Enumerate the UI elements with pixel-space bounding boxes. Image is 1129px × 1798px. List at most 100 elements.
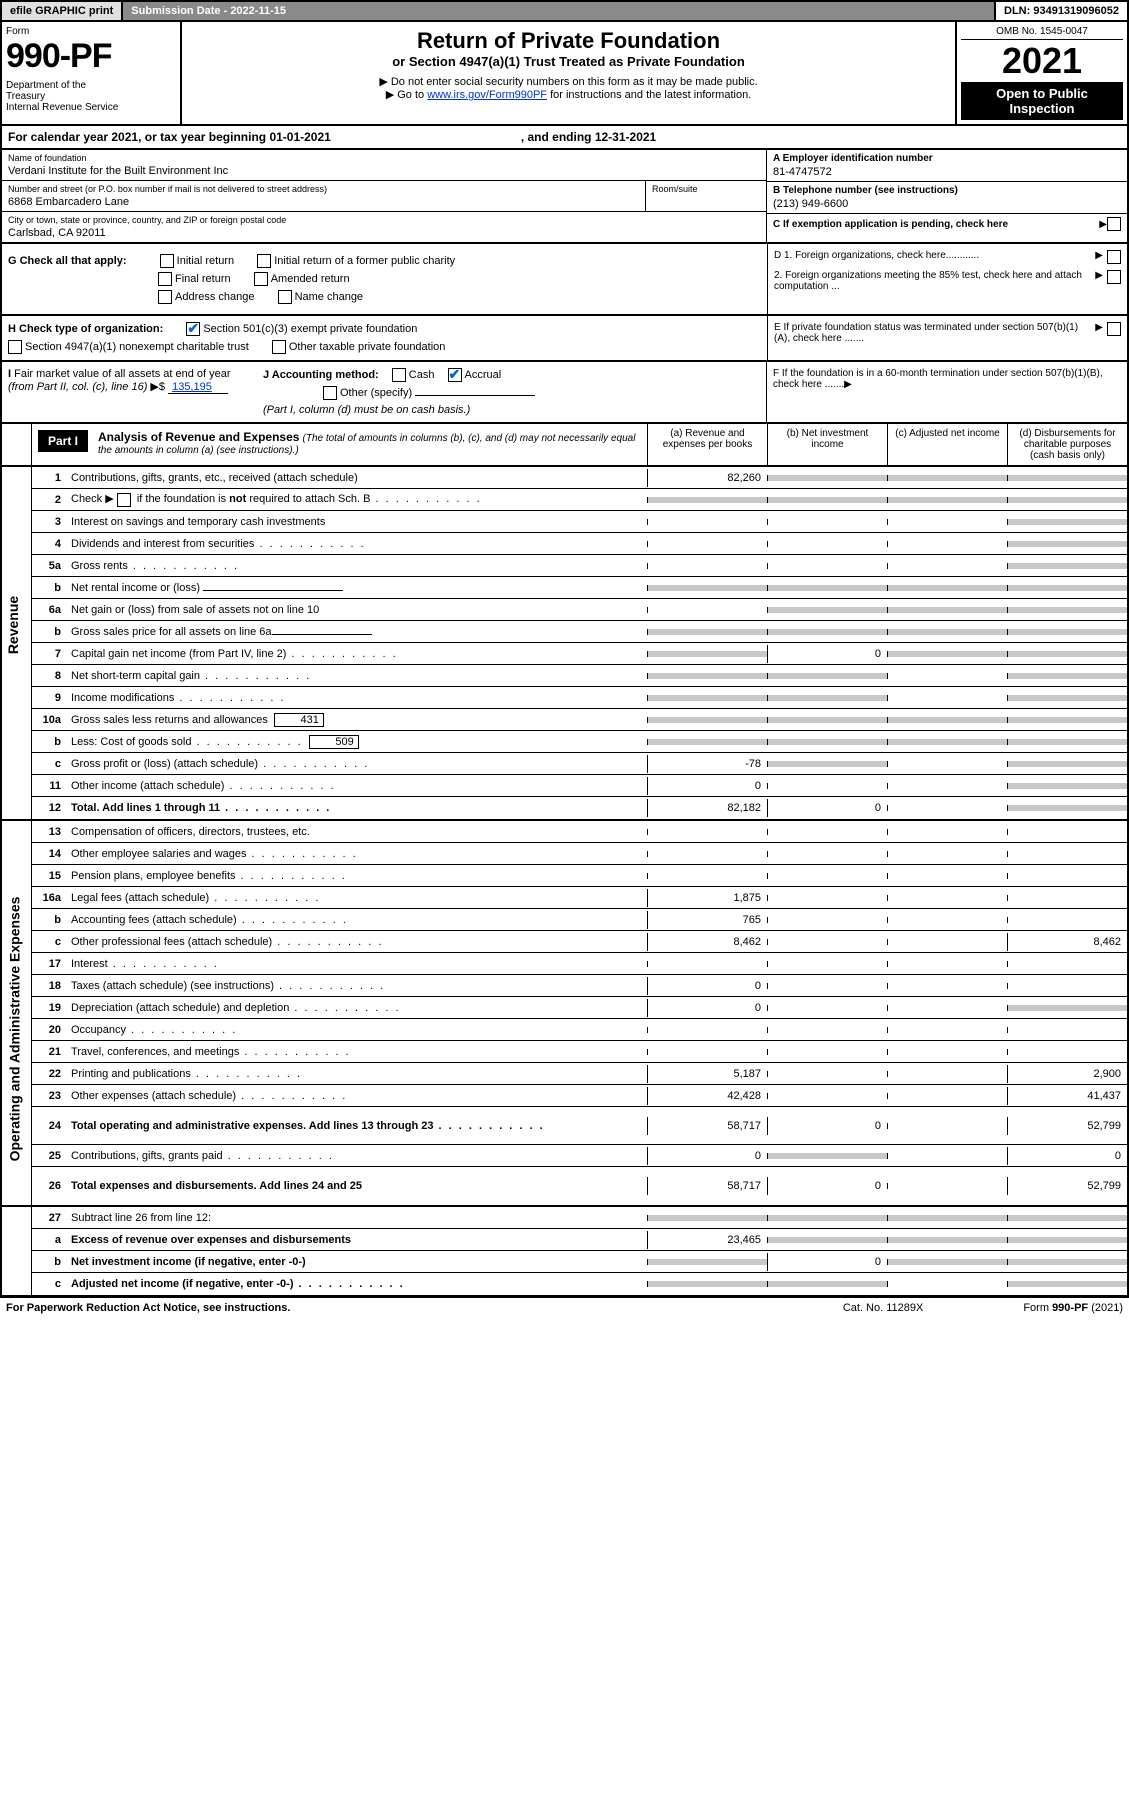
- submission-date: Submission Date - 2022-11-15: [123, 2, 996, 20]
- telephone: (213) 949-6600: [773, 196, 1121, 210]
- address-change-checkbox[interactable]: [158, 290, 172, 304]
- cat-no: Cat. No. 11289X: [843, 1302, 924, 1314]
- l27a-a: 23,465: [647, 1231, 767, 1249]
- cash-checkbox[interactable]: [392, 368, 406, 382]
- amended-return-checkbox[interactable]: [254, 272, 268, 286]
- omb-number: OMB No. 1545-0047: [961, 26, 1123, 40]
- c-label: C If exemption application is pending, c…: [773, 219, 1099, 230]
- other-method-checkbox[interactable]: [323, 386, 337, 400]
- d1-checkbox[interactable]: [1107, 250, 1121, 264]
- e-label: E If private foundation status was termi…: [774, 322, 1091, 344]
- col-d-header: (d) Disbursements for charitable purpose…: [1007, 424, 1127, 465]
- l22-a: 5,187: [647, 1065, 767, 1083]
- efile-label[interactable]: efile GRAPHIC print: [2, 2, 123, 20]
- calendar-year-row: For calendar year 2021, or tax year begi…: [0, 126, 1129, 150]
- 501c3-checkbox[interactable]: [186, 322, 200, 336]
- irs-link[interactable]: www.irs.gov/Form990PF: [427, 89, 547, 101]
- l10b-box: 509: [309, 735, 359, 749]
- l26-b: 0: [767, 1177, 887, 1195]
- expenses-section: Operating and Administrative Expenses 13…: [0, 821, 1129, 1207]
- city-state-zip: Carlsbad, CA 92011: [8, 225, 760, 239]
- ijf-row: I Fair market value of all assets at end…: [0, 362, 1129, 424]
- f-label: F If the foundation is in a 60-month ter…: [773, 368, 1103, 390]
- col-a-header: (a) Revenue and expenses per books: [647, 424, 767, 465]
- fmv-value[interactable]: 135,195: [168, 381, 228, 394]
- dln: DLN: 93491319096052: [996, 2, 1127, 20]
- d2-checkbox[interactable]: [1107, 270, 1121, 284]
- cal-year-end: , and ending 12-31-2021: [521, 130, 656, 144]
- col-b-header: (b) Net investment income: [767, 424, 887, 465]
- paperwork-notice: For Paperwork Reduction Act Notice, see …: [6, 1302, 843, 1314]
- arrow-icon: ▶: [1099, 219, 1107, 230]
- l16c-a: 8,462: [647, 933, 767, 951]
- h-e-row: H Check type of organization: Section 50…: [0, 316, 1129, 362]
- d2-label: 2. Foreign organizations meeting the 85%…: [774, 270, 1091, 292]
- final-return-checkbox[interactable]: [158, 272, 172, 286]
- j-label: J Accounting method:: [263, 369, 379, 381]
- h-label: H Check type of organization:: [8, 323, 163, 335]
- department: Department of theTreasuryInternal Revenu…: [6, 80, 176, 113]
- d1-label: D 1. Foreign organizations, check here..…: [774, 250, 1091, 261]
- g-label: G Check all that apply:: [8, 255, 127, 267]
- j-note: (Part I, column (d) must be on cash basi…: [263, 404, 760, 416]
- page-footer: For Paperwork Reduction Act Notice, see …: [0, 1297, 1129, 1318]
- l24-d: 52,799: [1007, 1117, 1127, 1135]
- 4947-checkbox[interactable]: [8, 340, 22, 354]
- open-public: Open to Public Inspection: [961, 82, 1123, 120]
- initial-return-checkbox[interactable]: [160, 254, 174, 268]
- note-ssn: ▶ Do not enter social security numbers o…: [188, 75, 949, 88]
- part1-header-row: Part I Analysis of Revenue and Expenses …: [0, 424, 1129, 467]
- l27b-b: 0: [767, 1253, 887, 1271]
- l10a-box: 431: [274, 713, 324, 727]
- form-ref: Form 990-PF (2021): [1023, 1302, 1123, 1314]
- initial-former-checkbox[interactable]: [257, 254, 271, 268]
- part1-label: Part I: [38, 430, 88, 452]
- ein-label: A Employer identification number: [773, 153, 1121, 164]
- l7-b: 0: [767, 645, 887, 663]
- l19-a: 0: [647, 999, 767, 1017]
- expenses-side-label: Operating and Administrative Expenses: [6, 897, 22, 1162]
- c-checkbox[interactable]: [1107, 217, 1121, 231]
- l23-a: 42,428: [647, 1087, 767, 1105]
- e-checkbox[interactable]: [1107, 322, 1121, 336]
- addr-label: Number and street (or P.O. box number if…: [8, 184, 639, 194]
- l16b-a: 765: [647, 911, 767, 929]
- col-c-header: (c) Adjusted net income: [887, 424, 1007, 465]
- city-label: City or town, state or province, country…: [8, 215, 760, 225]
- l26-d: 52,799: [1007, 1177, 1127, 1195]
- top-bar: efile GRAPHIC print Submission Date - 20…: [0, 0, 1129, 22]
- l2-checkbox[interactable]: [117, 493, 131, 507]
- l18-a: 0: [647, 977, 767, 995]
- note-link: ▶ Go to www.irs.gov/Form990PF for instru…: [188, 88, 949, 101]
- form-number: 990-PF: [6, 37, 176, 76]
- line27-section: 27Subtract line 26 from line 12: aExcess…: [0, 1207, 1129, 1297]
- name-label: Name of foundation: [8, 153, 760, 163]
- form-label: Form: [6, 26, 176, 37]
- accrual-checkbox[interactable]: [448, 368, 462, 382]
- name-change-checkbox[interactable]: [278, 290, 292, 304]
- form-header: Form 990-PF Department of theTreasuryInt…: [0, 22, 1129, 126]
- cal-year-begin: For calendar year 2021, or tax year begi…: [8, 130, 331, 144]
- info-block: Name of foundation Verdani Institute for…: [0, 150, 1129, 244]
- revenue-section: Revenue 1Contributions, gifts, grants, e…: [0, 467, 1129, 821]
- tel-label: B Telephone number (see instructions): [773, 185, 1121, 196]
- tax-year: 2021: [961, 40, 1123, 82]
- ein: 81-4747572: [773, 164, 1121, 178]
- l24-b: 0: [767, 1117, 887, 1135]
- g-d-row: G Check all that apply: Initial return I…: [0, 244, 1129, 316]
- l26-a: 58,717: [647, 1177, 767, 1195]
- l10c-a: -78: [647, 755, 767, 773]
- l12-b: 0: [767, 799, 887, 817]
- l16a-a: 1,875: [647, 889, 767, 907]
- l25-a: 0: [647, 1147, 767, 1165]
- l1-a: 82,260: [647, 469, 767, 487]
- other-taxable-checkbox[interactable]: [272, 340, 286, 354]
- l11-a: 0: [647, 777, 767, 795]
- street-address: 6868 Embarcadero Lane: [8, 194, 639, 208]
- room-label: Room/suite: [652, 184, 698, 194]
- l24-a: 58,717: [647, 1117, 767, 1135]
- l16c-d: 8,462: [1007, 933, 1127, 951]
- form-subtitle: or Section 4947(a)(1) Trust Treated as P…: [188, 54, 949, 69]
- l23-d: 41,437: [1007, 1087, 1127, 1105]
- part1-title: Analysis of Revenue and Expenses: [98, 430, 299, 444]
